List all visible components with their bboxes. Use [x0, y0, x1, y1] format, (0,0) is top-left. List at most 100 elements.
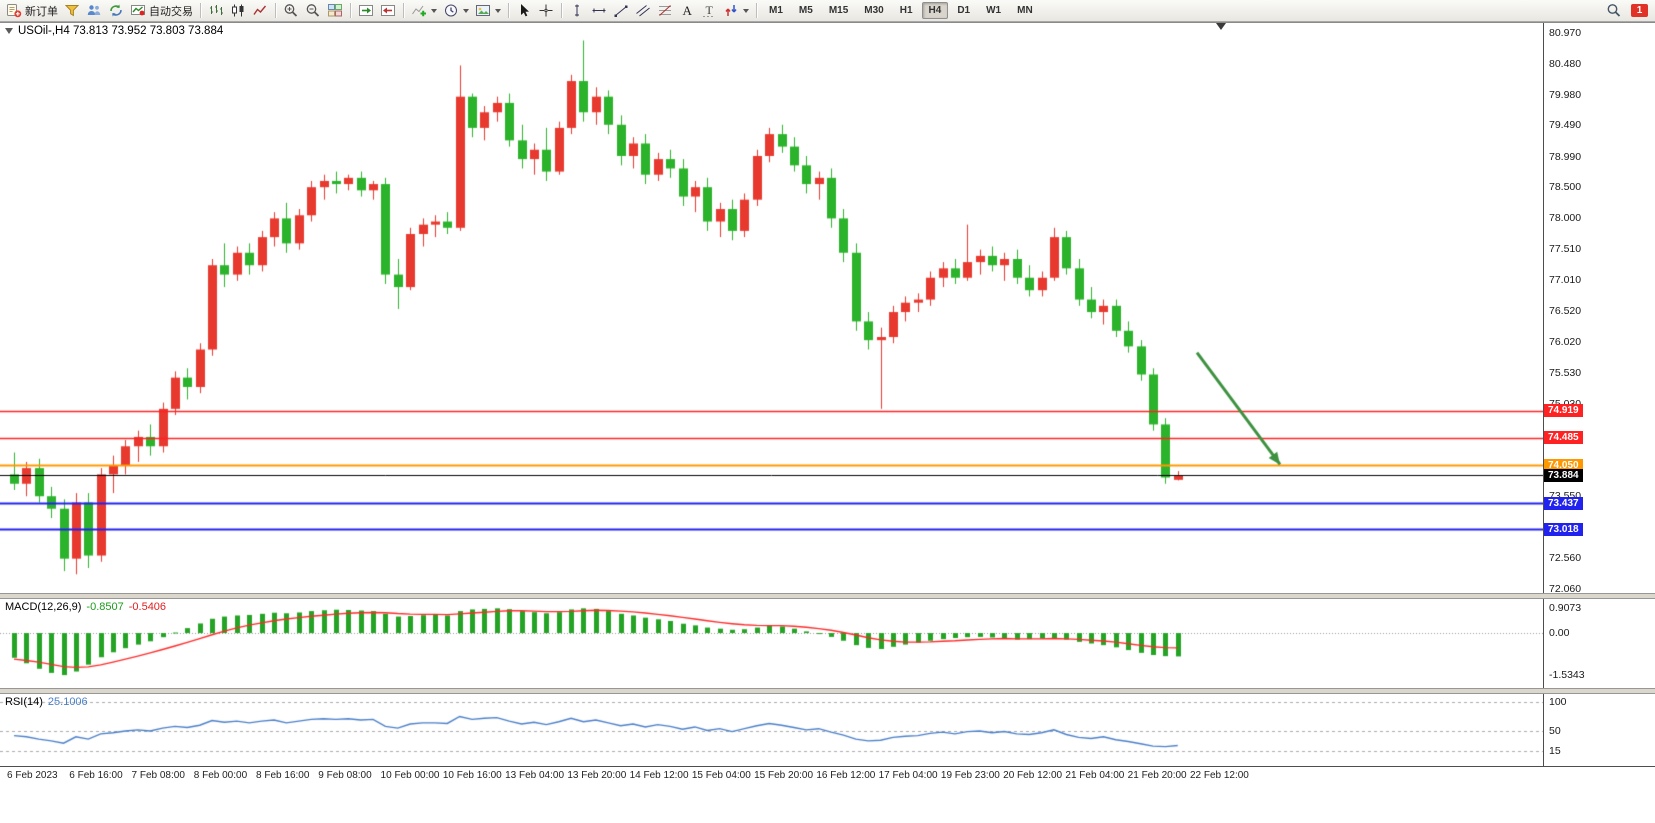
- macd-label: MACD(12,26,9) -0.8507 -0.5406: [5, 601, 166, 613]
- toolbar: 新订单 自动交易 A T M1 M5 M15 M30 H1 H4 D1 W1 MN 1: [0, 0, 1655, 22]
- timeframe-h1-button[interactable]: H1: [899, 5, 913, 16]
- refresh-icon: [108, 3, 124, 18]
- indicators-add-icon: [411, 3, 427, 18]
- label-icon: T: [701, 3, 717, 18]
- price-tag-74.919: 74.919: [1544, 404, 1583, 418]
- price-scale-label: 78.990: [1549, 150, 1582, 163]
- timeframe-w1-button[interactable]: W1: [986, 5, 1002, 16]
- hline-button[interactable]: [588, 0, 610, 21]
- crosshair-button[interactable]: [535, 0, 557, 21]
- rsi-canvas[interactable]: [0, 694, 1543, 766]
- users-icon: [86, 3, 102, 18]
- chevron-down-icon: [495, 8, 501, 13]
- vline-button[interactable]: [566, 0, 588, 21]
- tile-windows-button[interactable]: [324, 0, 346, 21]
- pane-splitter-macd[interactable]: [0, 593, 1655, 599]
- cursor-button[interactable]: [513, 0, 535, 21]
- chart-shift-marker: [1216, 23, 1226, 30]
- indicator-list-button[interactable]: [61, 0, 83, 21]
- price-scale[interactable]: 80.970 80.480 79.980 79.490 78.990 78.500 78.0…: [1543, 23, 1655, 596]
- price-scale-label: 77.510: [1549, 243, 1582, 255]
- chart-shift-button[interactable]: [355, 0, 377, 21]
- time-label: 13 Feb 20:00: [567, 770, 627, 781]
- candle-chart-icon: [230, 3, 246, 18]
- rsi-pane: RSI(14) 25.1006 100 50 15: [0, 694, 1655, 766]
- time-label: 20 Feb 12:00: [1003, 770, 1063, 781]
- time-label: 21 Feb 04:00: [1065, 770, 1125, 781]
- time-label: 7 Feb 08:00: [131, 770, 185, 781]
- price-tag-73.437: 73.437: [1544, 496, 1583, 510]
- hline-icon: [591, 3, 607, 18]
- cursor-icon: [516, 3, 532, 18]
- macd-scale-label: 0.9073: [1549, 602, 1582, 615]
- time-label: 10 Feb 16:00: [442, 770, 502, 781]
- new-order-button[interactable]: 新订单: [3, 0, 61, 21]
- autotrading-button[interactable]: 自动交易: [127, 0, 196, 21]
- zoom-out-button[interactable]: [302, 0, 324, 21]
- line-chart-button[interactable]: [249, 0, 271, 21]
- fibonacci-button[interactable]: [654, 0, 676, 21]
- time-label: 17 Feb 04:00: [878, 770, 938, 781]
- toolbar-right-group: 1: [1603, 0, 1652, 21]
- price-tag-74.485: 74.485: [1544, 431, 1583, 445]
- timeframe-m15-button[interactable]: M15: [828, 5, 849, 16]
- time-axis[interactable]: 6 Feb 2023 6 Feb 16:00 7 Feb 08:00 8 Feb 00…: [0, 766, 1655, 786]
- main-chart-canvas[interactable]: [0, 23, 1543, 593]
- arrows-button[interactable]: [720, 0, 752, 21]
- bar-chart-button[interactable]: [205, 0, 227, 21]
- vline-icon: [569, 3, 585, 18]
- zoom-in-button[interactable]: [280, 0, 302, 21]
- one-click-trading-toggle[interactable]: [5, 28, 13, 34]
- price-scale-label: 77.010: [1549, 274, 1582, 287]
- auto-scroll-button[interactable]: [377, 0, 399, 21]
- main-chart-pane: USOil-,H4 73.813 73.952 73.803 73.884 80…: [0, 23, 1655, 596]
- macd-scale[interactable]: 0.9073 0.00 -1.5343: [1543, 599, 1655, 688]
- templates-button[interactable]: [472, 0, 504, 21]
- candle-chart-button[interactable]: [227, 0, 249, 21]
- time-label: 8 Feb 00:00: [193, 770, 248, 781]
- price-scale-label: 80.970: [1549, 26, 1582, 39]
- indicators-button[interactable]: [408, 0, 440, 21]
- timeframe-d1-button[interactable]: D1: [957, 5, 971, 16]
- price-scale-label: 78.000: [1549, 212, 1582, 225]
- trendline-button[interactable]: [610, 0, 632, 21]
- time-label: 14 Feb 12:00: [629, 770, 689, 781]
- rsi-scale[interactable]: 100 50 15: [1543, 694, 1655, 766]
- channel-button[interactable]: [632, 0, 654, 21]
- market-watch-button[interactable]: [83, 0, 105, 21]
- timeframe-m5-button[interactable]: M5: [798, 5, 813, 16]
- time-label: 10 Feb 00:00: [380, 770, 440, 781]
- timeframe-m1-button[interactable]: M1: [769, 5, 783, 16]
- price-tag-74.050: 74.050: [1544, 458, 1583, 472]
- price-scale-label: 79.490: [1549, 119, 1582, 132]
- chevron-down-icon: [431, 8, 437, 13]
- community-button[interactable]: [105, 0, 127, 21]
- timeframe-mn-button[interactable]: MN: [1017, 5, 1033, 16]
- price-tag-73.018: 73.018: [1544, 522, 1583, 536]
- price-scale-label: 72.060: [1549, 583, 1582, 596]
- timeframe-h4-button[interactable]: H4: [921, 2, 949, 19]
- zoom-in-icon: [283, 3, 299, 18]
- timeframe-m30-button[interactable]: M30: [864, 5, 884, 16]
- toolbar-separator: [508, 3, 509, 18]
- time-label: 21 Feb 20:00: [1127, 770, 1187, 781]
- pane-splitter-rsi[interactable]: [0, 688, 1655, 694]
- time-label: 8 Feb 16:00: [256, 770, 310, 781]
- rsi-name: RSI(14): [5, 696, 43, 708]
- tile-windows-icon: [327, 3, 343, 18]
- text-button[interactable]: A: [676, 0, 698, 21]
- rsi-scale-label: 50: [1549, 725, 1561, 737]
- price-scale-label: 75.530: [1549, 366, 1582, 379]
- trendline-icon: [613, 3, 629, 18]
- price-scale-label: 76.520: [1549, 304, 1582, 317]
- toolbar-main-group: 新订单 自动交易 A T: [3, 0, 761, 21]
- search-button[interactable]: [1603, 0, 1625, 21]
- macd-canvas[interactable]: [0, 599, 1543, 688]
- periods-button[interactable]: [440, 0, 472, 21]
- notification-badge[interactable]: 1: [1631, 4, 1648, 17]
- macd-scale-label: 0.00: [1549, 627, 1570, 640]
- chart-shift-icon: [358, 3, 374, 18]
- chevron-down-icon: [463, 8, 469, 13]
- label-button[interactable]: T: [698, 0, 720, 21]
- svg-text:T: T: [706, 3, 714, 17]
